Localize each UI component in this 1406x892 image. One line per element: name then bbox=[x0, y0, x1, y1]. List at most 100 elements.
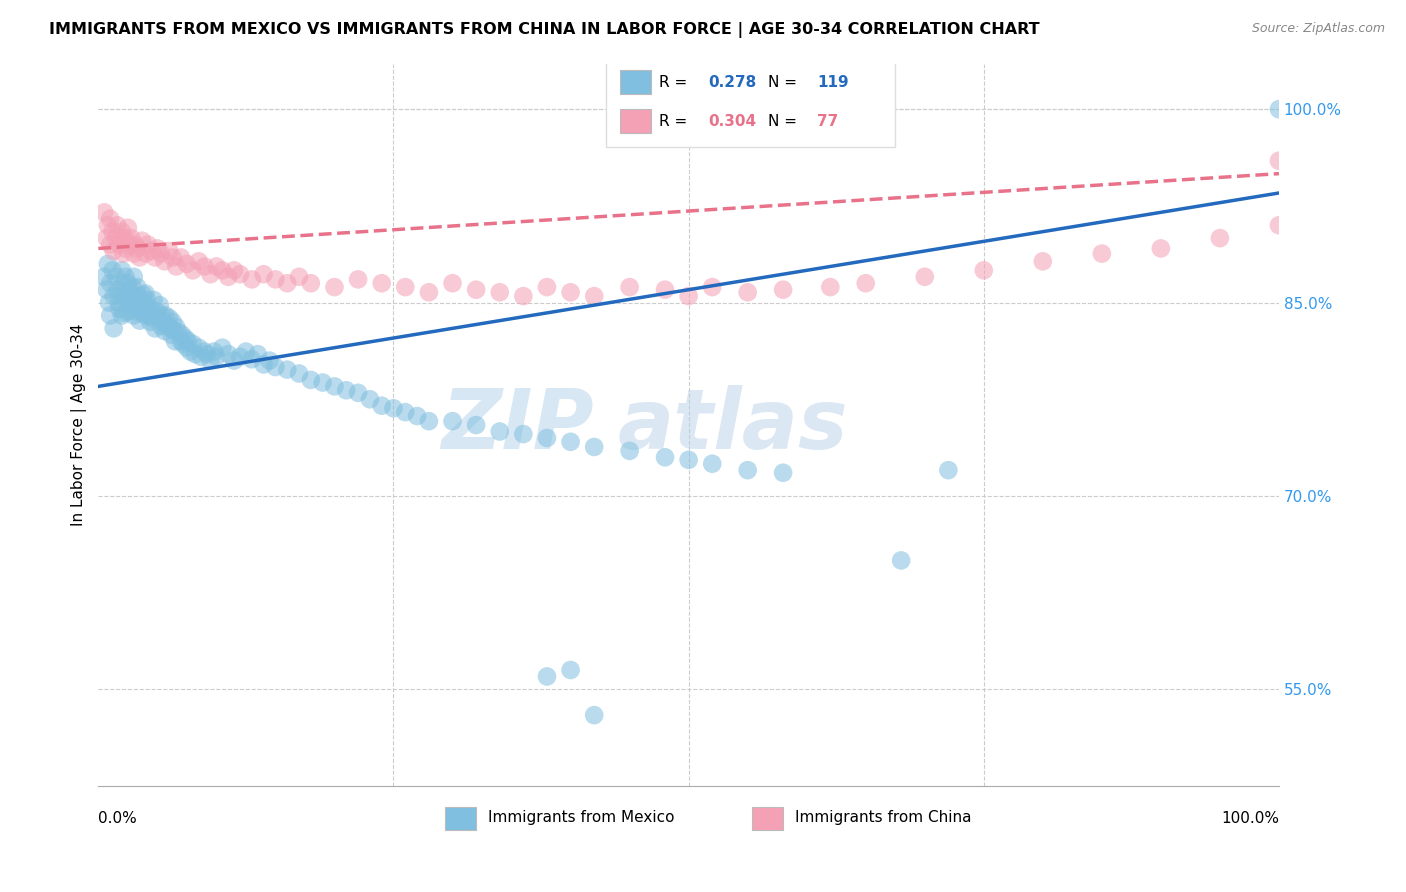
Point bbox=[103, 289, 125, 303]
Point bbox=[855, 277, 877, 291]
Point bbox=[122, 269, 145, 284]
Point bbox=[229, 350, 252, 364]
Point bbox=[1268, 102, 1291, 116]
Point bbox=[101, 263, 124, 277]
Point bbox=[323, 280, 346, 294]
Point bbox=[288, 367, 311, 381]
Point bbox=[246, 347, 269, 361]
Point bbox=[152, 315, 174, 329]
Text: ZIP: ZIP bbox=[441, 384, 595, 466]
Point bbox=[1150, 242, 1173, 256]
Point bbox=[264, 359, 287, 374]
Point bbox=[441, 277, 464, 291]
Point bbox=[103, 244, 125, 258]
Point bbox=[488, 425, 510, 439]
Point bbox=[772, 283, 794, 297]
Point bbox=[560, 663, 582, 677]
Text: R =: R = bbox=[659, 113, 692, 128]
Point bbox=[235, 344, 257, 359]
Point bbox=[146, 304, 169, 318]
Point bbox=[170, 334, 193, 349]
Point bbox=[211, 263, 233, 277]
Point bbox=[170, 251, 193, 265]
Point bbox=[276, 362, 298, 376]
Point bbox=[370, 399, 392, 413]
Point bbox=[512, 289, 534, 303]
Point bbox=[131, 234, 153, 248]
Point bbox=[299, 373, 322, 387]
Point bbox=[619, 443, 641, 458]
Point bbox=[98, 211, 121, 226]
Point bbox=[200, 267, 222, 281]
Point bbox=[820, 280, 842, 294]
Point bbox=[142, 293, 165, 307]
Point bbox=[347, 272, 370, 286]
Point bbox=[583, 440, 606, 454]
Point bbox=[165, 334, 187, 349]
Point bbox=[93, 205, 115, 219]
Point bbox=[311, 376, 333, 390]
Point bbox=[112, 246, 135, 260]
FancyBboxPatch shape bbox=[620, 109, 651, 134]
Y-axis label: In Labor Force | Age 30-34: In Labor Force | Age 30-34 bbox=[72, 324, 87, 526]
Point bbox=[512, 427, 534, 442]
Point bbox=[382, 401, 405, 416]
Point bbox=[110, 289, 132, 303]
Point bbox=[149, 246, 172, 260]
Point bbox=[1209, 231, 1232, 245]
Point bbox=[211, 341, 233, 355]
Point bbox=[323, 379, 346, 393]
Point bbox=[240, 272, 263, 286]
Point bbox=[167, 325, 190, 339]
Point bbox=[135, 309, 157, 323]
Point bbox=[560, 285, 582, 300]
Point bbox=[702, 280, 724, 294]
Point bbox=[157, 244, 180, 258]
Point bbox=[335, 383, 357, 397]
Point bbox=[202, 344, 225, 359]
Point bbox=[127, 289, 149, 303]
Point bbox=[159, 321, 181, 335]
Point bbox=[205, 260, 228, 274]
Point bbox=[583, 289, 606, 303]
Point bbox=[136, 301, 159, 315]
Point bbox=[120, 298, 142, 312]
Point bbox=[146, 242, 169, 256]
Point bbox=[93, 269, 115, 284]
Point bbox=[654, 450, 676, 465]
Point bbox=[176, 341, 198, 355]
Text: 0.278: 0.278 bbox=[709, 75, 756, 89]
Point bbox=[96, 283, 118, 297]
Point bbox=[111, 263, 134, 277]
FancyBboxPatch shape bbox=[606, 62, 896, 147]
Text: atlas: atlas bbox=[617, 384, 848, 466]
Point bbox=[111, 225, 134, 239]
Point bbox=[217, 269, 239, 284]
Point bbox=[1032, 254, 1054, 268]
Point bbox=[120, 231, 142, 245]
Text: N =: N = bbox=[768, 75, 801, 89]
Point bbox=[465, 418, 488, 433]
Point bbox=[115, 293, 138, 307]
Point bbox=[118, 283, 141, 297]
Point bbox=[135, 293, 157, 307]
Point bbox=[176, 257, 198, 271]
Point bbox=[259, 353, 281, 368]
Point bbox=[98, 295, 121, 310]
Point bbox=[132, 288, 155, 302]
Point bbox=[654, 283, 676, 297]
Point bbox=[205, 350, 228, 364]
Point bbox=[200, 353, 222, 368]
Point bbox=[174, 332, 197, 346]
Point bbox=[134, 297, 156, 311]
Text: 100.0%: 100.0% bbox=[1220, 812, 1279, 826]
Point bbox=[142, 311, 165, 326]
Point bbox=[97, 218, 120, 232]
Point bbox=[98, 309, 121, 323]
Point bbox=[177, 334, 200, 349]
Point bbox=[394, 280, 416, 294]
Point bbox=[288, 269, 311, 284]
Text: 0.304: 0.304 bbox=[709, 113, 756, 128]
Point bbox=[163, 324, 186, 338]
Point bbox=[97, 257, 120, 271]
